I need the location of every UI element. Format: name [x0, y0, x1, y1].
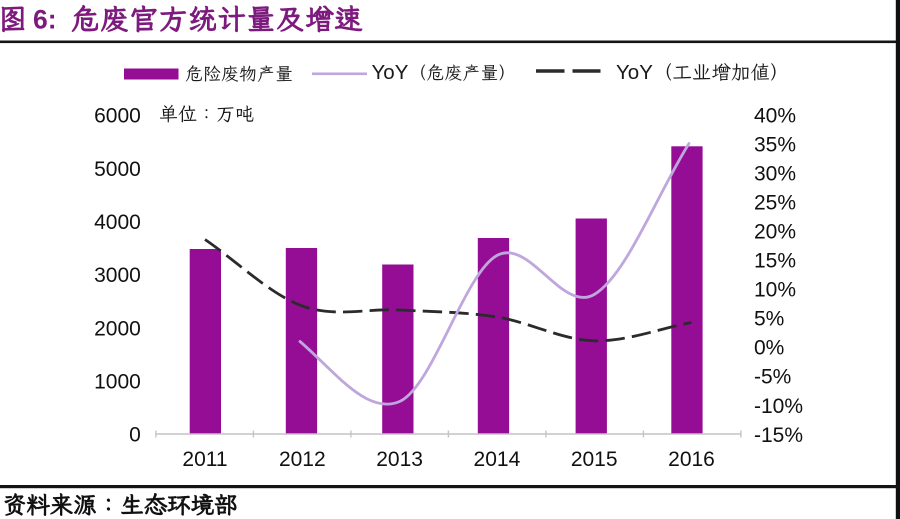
- svg-text:15%: 15%: [754, 250, 796, 273]
- svg-text:2013: 2013: [376, 448, 423, 471]
- svg-text:0%: 0%: [754, 337, 784, 360]
- svg-text:单位：万吨: 单位：万吨: [159, 102, 254, 127]
- svg-text:-10%: -10%: [754, 395, 803, 418]
- svg-text:2011: 2011: [182, 448, 227, 471]
- svg-text:危险废物产量: 危险废物产量: [185, 62, 293, 86]
- svg-text:-15%: -15%: [754, 424, 803, 447]
- svg-text:1000: 1000: [94, 370, 141, 393]
- svg-text:20%: 20%: [754, 221, 796, 244]
- svg-text:危废官方统计量及增速: 危废官方统计量及增速: [71, 1, 364, 38]
- svg-text:3000: 3000: [94, 264, 141, 287]
- svg-text:5%: 5%: [754, 308, 784, 331]
- svg-text:35%: 35%: [754, 134, 796, 157]
- svg-text:2016: 2016: [668, 448, 715, 471]
- svg-text:YoY（危废产量）: YoY（危废产量）: [372, 61, 517, 85]
- svg-text:30%: 30%: [754, 163, 796, 186]
- svg-text:10%: 10%: [754, 279, 796, 302]
- svg-text:4000: 4000: [94, 211, 141, 234]
- svg-text:资料来源：生态环境部: 资料来源：生态环境部: [3, 489, 238, 519]
- svg-text:2015: 2015: [571, 448, 618, 471]
- svg-text:图: 图: [0, 1, 27, 38]
- svg-text:2012: 2012: [279, 448, 326, 471]
- svg-text:-5%: -5%: [754, 366, 791, 389]
- svg-text:2000: 2000: [94, 317, 141, 340]
- svg-text:6:: 6:: [33, 5, 57, 35]
- svg-text:25%: 25%: [754, 192, 796, 215]
- svg-text:5000: 5000: [94, 158, 141, 181]
- svg-text:2014: 2014: [474, 448, 521, 471]
- svg-text:40%: 40%: [754, 105, 796, 128]
- svg-text:6000: 6000: [94, 105, 141, 128]
- svg-text:0: 0: [129, 424, 141, 447]
- svg-text:YoY（工业增加值）: YoY（工业增加值）: [616, 59, 789, 85]
